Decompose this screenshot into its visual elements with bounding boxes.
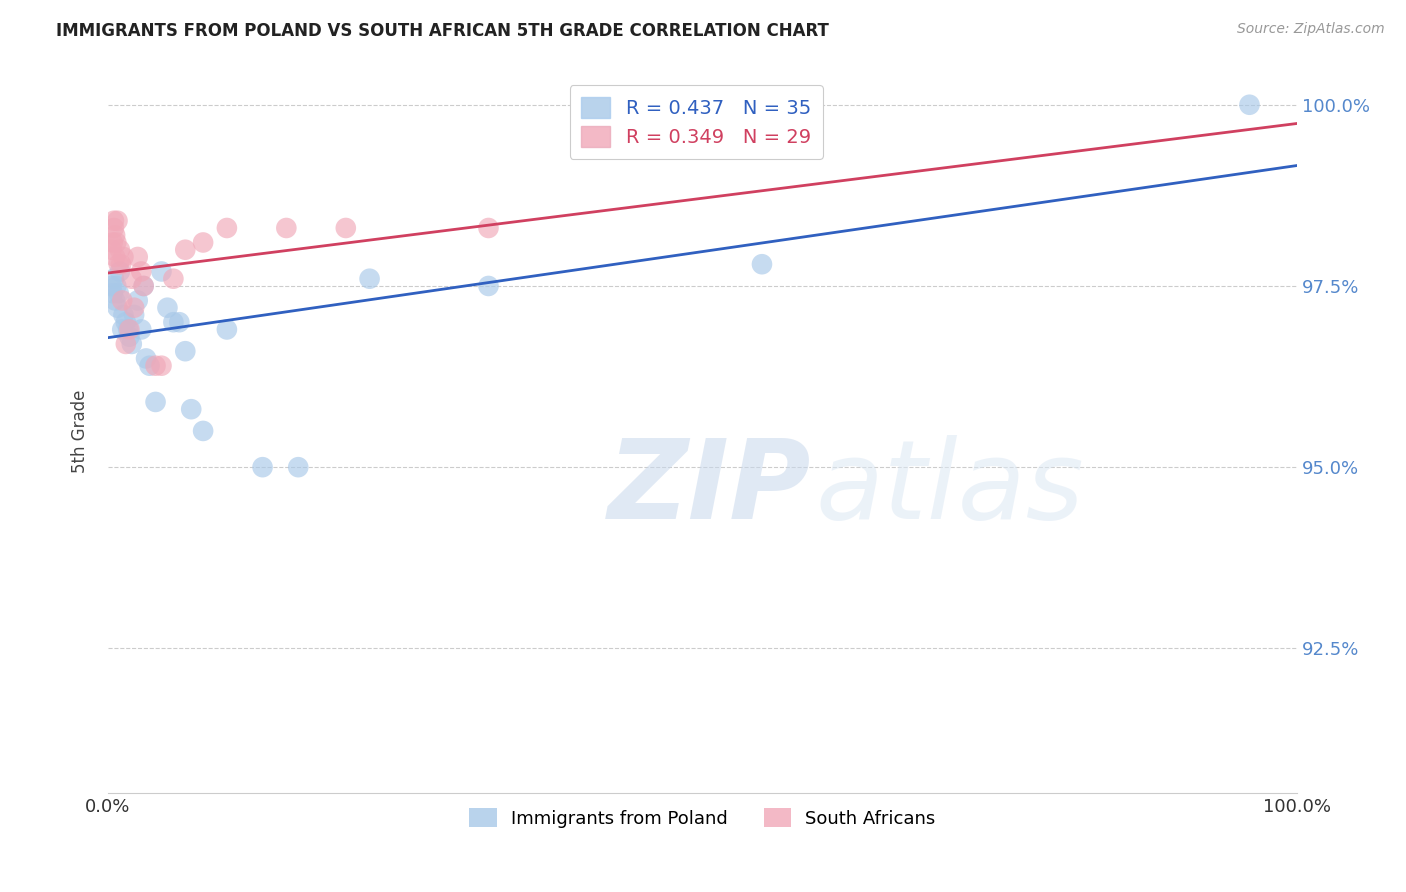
Point xyxy=(122,308,145,322)
Point xyxy=(114,315,136,329)
Point xyxy=(169,315,191,329)
Point xyxy=(191,235,214,250)
Point xyxy=(145,395,167,409)
Point xyxy=(477,221,499,235)
Point xyxy=(121,337,143,351)
Point xyxy=(121,271,143,285)
Point xyxy=(180,402,202,417)
Text: IMMIGRANTS FROM POLAND VS SOUTH AFRICAN 5TH GRADE CORRELATION CHART: IMMIGRANTS FROM POLAND VS SOUTH AFRICAN … xyxy=(56,22,830,40)
Point xyxy=(359,271,381,285)
Point xyxy=(135,351,157,366)
Point xyxy=(174,344,197,359)
Point xyxy=(150,264,173,278)
Point xyxy=(127,293,149,308)
Point xyxy=(1239,97,1261,112)
Point xyxy=(110,257,132,271)
Point xyxy=(103,271,125,285)
Y-axis label: 5th Grade: 5th Grade xyxy=(72,389,89,473)
Point xyxy=(104,228,127,243)
Point xyxy=(105,279,128,293)
Point xyxy=(103,221,125,235)
Point xyxy=(118,322,141,336)
Point xyxy=(132,279,155,293)
Legend: Immigrants from Poland, South Africans: Immigrants from Poland, South Africans xyxy=(463,801,943,835)
Point xyxy=(132,279,155,293)
Point xyxy=(107,301,129,315)
Text: atlas: atlas xyxy=(815,435,1084,542)
Point xyxy=(150,359,173,373)
Point xyxy=(118,329,141,343)
Point xyxy=(114,337,136,351)
Point xyxy=(751,257,773,271)
Point xyxy=(104,250,127,264)
Point xyxy=(252,460,274,475)
Point xyxy=(215,322,238,336)
Point xyxy=(477,279,499,293)
Point xyxy=(287,460,309,475)
Point xyxy=(129,264,152,278)
Point xyxy=(108,264,131,278)
Point xyxy=(105,235,128,250)
Point xyxy=(103,213,125,227)
Point xyxy=(100,279,122,293)
Point xyxy=(162,271,184,285)
Point xyxy=(117,322,139,336)
Point xyxy=(145,359,167,373)
Point xyxy=(112,308,135,322)
Point xyxy=(156,301,179,315)
Point xyxy=(100,243,122,257)
Point xyxy=(101,286,124,301)
Point xyxy=(127,250,149,264)
Point xyxy=(107,213,129,227)
Point xyxy=(174,243,197,257)
Point xyxy=(276,221,298,235)
Point xyxy=(111,322,134,336)
Point xyxy=(335,221,357,235)
Point xyxy=(111,293,134,308)
Text: ZIP: ZIP xyxy=(607,435,811,542)
Point xyxy=(112,250,135,264)
Point xyxy=(107,286,129,301)
Text: Source: ZipAtlas.com: Source: ZipAtlas.com xyxy=(1237,22,1385,37)
Point xyxy=(101,235,124,250)
Point xyxy=(138,359,160,373)
Point xyxy=(162,315,184,329)
Point xyxy=(107,257,129,271)
Point xyxy=(108,243,131,257)
Point xyxy=(215,221,238,235)
Point xyxy=(122,301,145,315)
Point xyxy=(104,293,127,308)
Point xyxy=(191,424,214,438)
Point xyxy=(129,322,152,336)
